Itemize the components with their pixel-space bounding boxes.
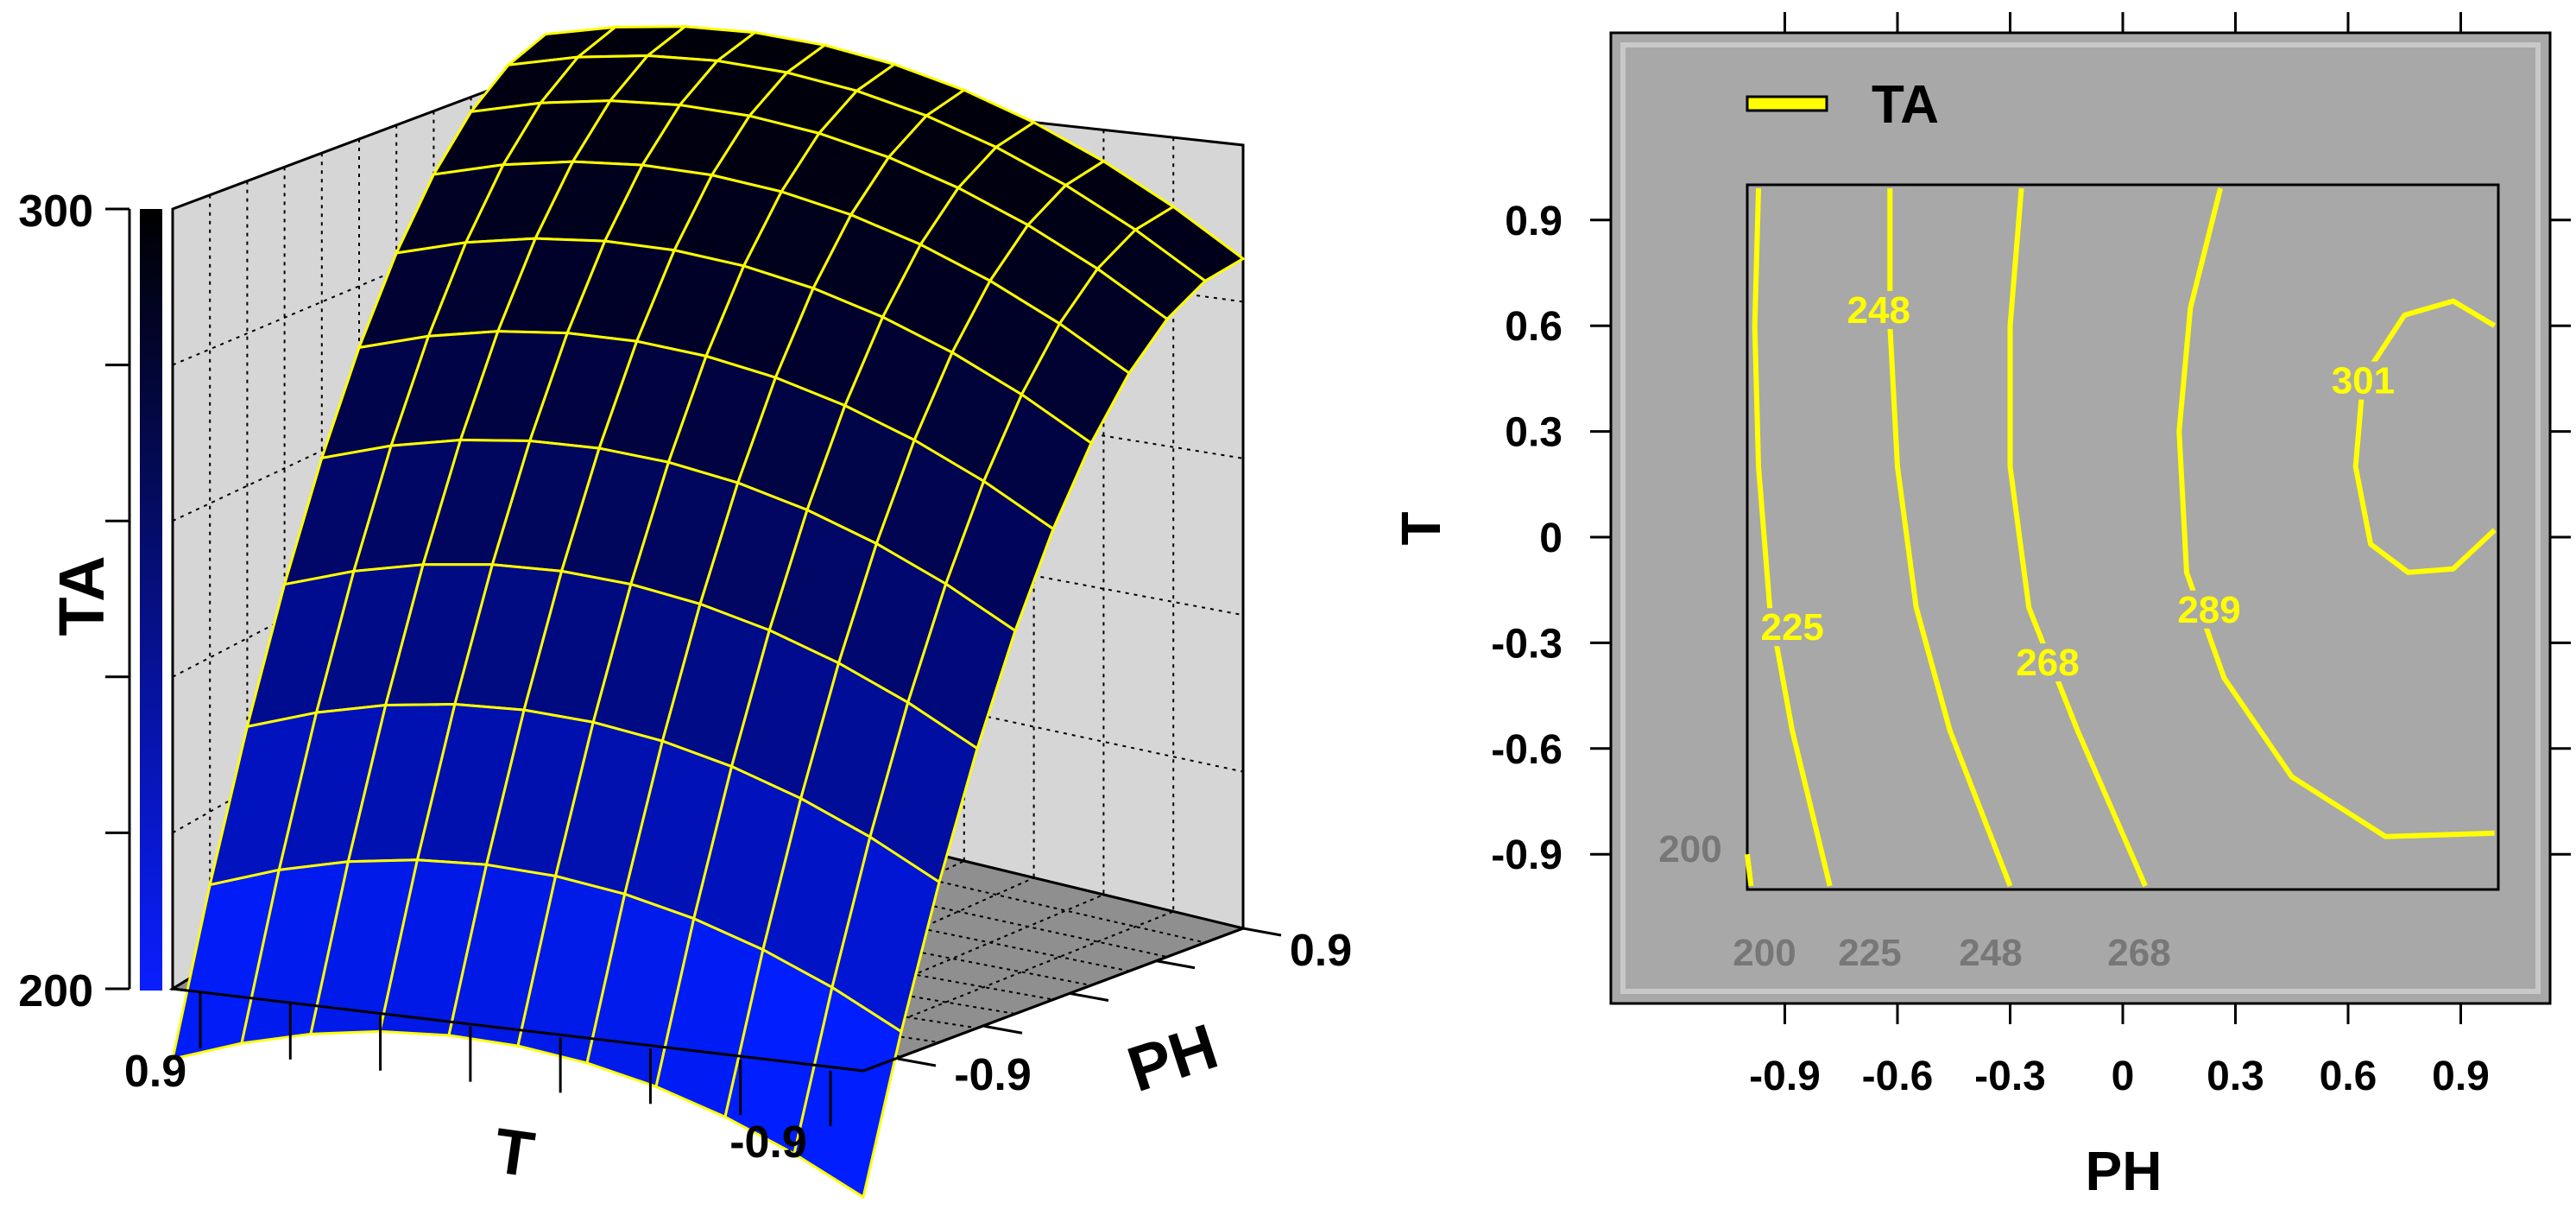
contour-x-axis-label: PH — [2086, 1140, 2162, 1202]
surface-plot-3d: 300 200 TA 0.9 -0.9 0.9 -0.9 T PH — [18, 25, 1352, 1200]
contour-x-tick-label: -0.9 — [1749, 1054, 1821, 1099]
contour-level-label: 289 — [2177, 589, 2240, 631]
y-axis-3d-tick-label-min: -0.9 — [954, 1050, 1032, 1100]
contour-y-tick-label: 0.3 — [1505, 410, 1563, 456]
y-axis-3d-tick — [1156, 959, 1196, 970]
contour-line-200 — [1745, 853, 1754, 887]
legend-swatch — [1746, 95, 1828, 112]
contour-x-tick-label: 0 — [2112, 1054, 2135, 1099]
z-axis-ticks: 300 200 — [18, 187, 129, 1016]
legend-label: TA — [1872, 75, 1939, 135]
outside-level-label: 200 — [1733, 932, 1796, 974]
x-axis-3d-ticks — [199, 993, 832, 1126]
y-axis-3d — [862, 927, 1244, 1073]
contour-x-axis-ticks: -0.9 -0.6 -0.3 0 0.3 0.6 0.9 — [1749, 12, 2490, 1099]
floor-grid-line — [793, 910, 1174, 1064]
contour-label-bg — [1835, 291, 1923, 330]
contour-y-axis-label: T — [1390, 511, 1452, 545]
contour-level-label: 225 — [1760, 606, 1823, 649]
y-axis-3d-tick — [1242, 927, 1282, 937]
contour-label-bg — [1749, 608, 1836, 647]
contour-label-bg — [2005, 643, 2091, 682]
y-axis-3d-tick — [983, 1024, 1023, 1035]
contour-label-bg — [2320, 361, 2407, 400]
contour-level-label: 248 — [1847, 289, 1910, 332]
z-axis-tick-label: 300 — [18, 187, 93, 237]
contour-y-tick-label: -0.3 — [1491, 621, 1563, 667]
legend: TA — [1746, 75, 1939, 135]
contour-y-tick-label: -0.6 — [1491, 727, 1563, 773]
x-axis-3d — [172, 987, 864, 1073]
outside-level-label: 268 — [2107, 932, 2170, 974]
contour-x-tick-label: 0.6 — [2320, 1054, 2377, 1099]
outside-level-label: 200 — [1658, 828, 1721, 870]
y-axis-3d-tick — [897, 1057, 937, 1067]
contour-labels: 225 248 268 289 301 — [1749, 289, 2407, 684]
floor-grid-line — [655, 877, 1035, 1048]
colorbar — [140, 209, 162, 991]
contour-y-tick-label: 0.6 — [1505, 304, 1563, 350]
contour-plot: 225 248 268 289 301 -0.9 -0.6 -0.3 0 0.3 0.6 0.9 0… — [1390, 12, 2571, 1202]
outside-level-labels: 200 200 225 248 268 — [1658, 828, 2170, 974]
outside-level-label: 225 — [1838, 932, 1901, 974]
contour-line-301 — [2352, 298, 2497, 575]
contour-x-tick-label: -0.6 — [1862, 1054, 1934, 1099]
contour-level-label: 268 — [2016, 642, 2079, 684]
y-axis-3d-tick-label-max: 0.9 — [1290, 926, 1352, 976]
surface-patch — [792, 984, 903, 1200]
contour-label-bg — [2166, 590, 2253, 629]
x-axis-3d-tick-label-min: -0.9 — [729, 1117, 807, 1168]
contour-y-tick-label: -0.9 — [1491, 832, 1563, 878]
contour-x-tick-label: -0.3 — [1974, 1054, 2046, 1099]
contour-y-axis-ticks: 0.9 0.6 0.3 0 -0.3 -0.6 -0.9 — [1491, 199, 2571, 878]
y-axis-3d-ticks — [897, 927, 1282, 1067]
surface-mesh — [171, 25, 1246, 1200]
z-axis-label: TA — [46, 555, 117, 636]
contour-y-tick-label: 0.9 — [1505, 199, 1563, 244]
x-axis-3d-tick-label-max: 0.9 — [124, 1047, 186, 1097]
z-axis-tick-label: 200 — [18, 966, 93, 1016]
contour-x-tick-label: 0.3 — [2207, 1054, 2264, 1099]
x-axis-3d-label: T — [490, 1114, 539, 1190]
contour-line-268 — [2007, 187, 2148, 888]
contour-line-225 — [1752, 187, 1833, 887]
contour-level-label: 301 — [2332, 360, 2395, 402]
contour-y-tick-label: 0 — [1539, 516, 1563, 561]
y-axis-3d-tick — [1070, 992, 1109, 1002]
y-axis-3d-label: PH — [1120, 1010, 1226, 1105]
contour-x-tick-label: 0.9 — [2432, 1054, 2490, 1099]
outside-level-label: 248 — [1959, 932, 2022, 974]
